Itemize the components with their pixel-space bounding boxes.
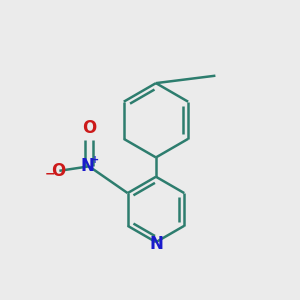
Text: N: N — [81, 157, 94, 175]
Text: −: − — [45, 167, 56, 180]
Text: +: + — [91, 155, 99, 165]
Text: N: N — [149, 235, 163, 253]
Text: O: O — [51, 162, 65, 180]
Text: O: O — [82, 118, 96, 136]
